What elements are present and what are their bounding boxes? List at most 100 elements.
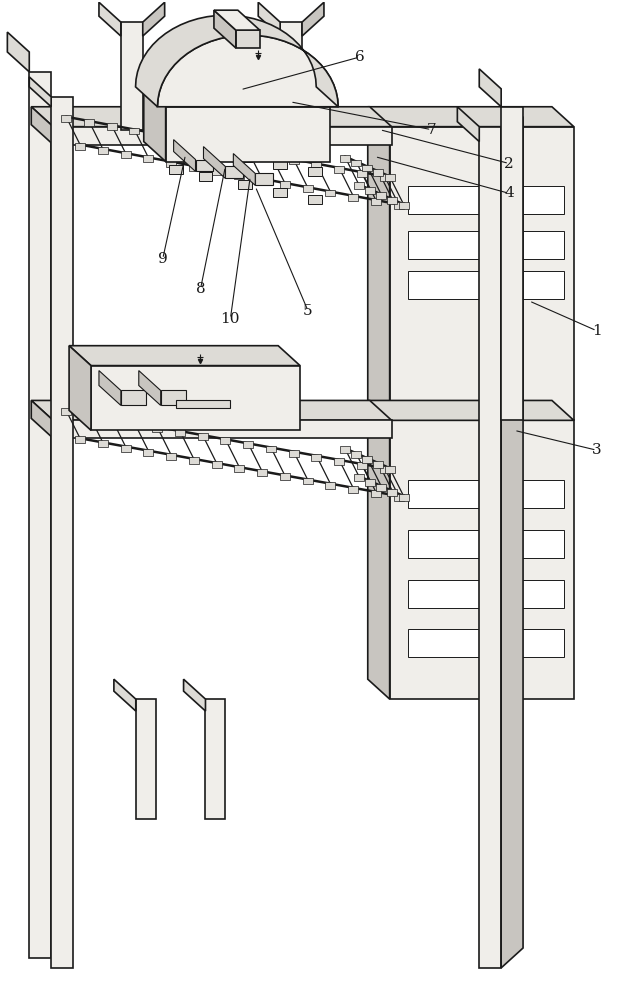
Polygon shape <box>220 437 230 444</box>
Polygon shape <box>368 400 389 699</box>
Polygon shape <box>501 117 523 968</box>
Polygon shape <box>407 629 564 657</box>
Polygon shape <box>168 138 183 147</box>
Polygon shape <box>407 231 564 259</box>
Polygon shape <box>255 173 273 185</box>
Polygon shape <box>365 479 375 486</box>
Polygon shape <box>363 456 373 463</box>
Polygon shape <box>157 35 338 107</box>
Text: 10: 10 <box>221 312 240 326</box>
Polygon shape <box>235 465 245 472</box>
Text: 2: 2 <box>504 157 514 171</box>
Polygon shape <box>152 132 162 139</box>
Polygon shape <box>351 451 361 458</box>
Polygon shape <box>238 180 252 189</box>
Polygon shape <box>53 420 392 438</box>
Polygon shape <box>407 186 564 214</box>
Polygon shape <box>214 10 260 30</box>
Polygon shape <box>374 169 383 176</box>
Polygon shape <box>120 445 130 452</box>
Text: 7: 7 <box>427 123 436 137</box>
Polygon shape <box>340 155 350 162</box>
Polygon shape <box>257 177 267 184</box>
Polygon shape <box>75 436 85 443</box>
Polygon shape <box>379 466 389 473</box>
Polygon shape <box>69 346 91 430</box>
Polygon shape <box>243 149 253 156</box>
Polygon shape <box>257 469 267 476</box>
Polygon shape <box>98 147 108 154</box>
Polygon shape <box>175 400 230 408</box>
Polygon shape <box>289 157 299 164</box>
Polygon shape <box>266 153 276 160</box>
Polygon shape <box>357 170 367 177</box>
Polygon shape <box>144 155 154 162</box>
Polygon shape <box>354 182 364 189</box>
Polygon shape <box>114 679 136 711</box>
Polygon shape <box>31 107 53 145</box>
Polygon shape <box>136 699 156 819</box>
Polygon shape <box>107 417 117 424</box>
Polygon shape <box>266 446 276 452</box>
Polygon shape <box>84 413 94 420</box>
Text: 9: 9 <box>158 252 167 266</box>
Text: 8: 8 <box>196 282 205 296</box>
Polygon shape <box>212 168 222 175</box>
Polygon shape <box>166 453 176 460</box>
Text: 5: 5 <box>303 304 313 318</box>
Polygon shape <box>84 119 94 126</box>
Polygon shape <box>308 167 322 176</box>
Polygon shape <box>233 154 255 185</box>
Polygon shape <box>220 145 230 152</box>
Polygon shape <box>98 440 108 447</box>
Polygon shape <box>394 202 404 209</box>
Polygon shape <box>407 480 564 508</box>
Polygon shape <box>238 153 252 162</box>
Polygon shape <box>195 160 213 171</box>
Polygon shape <box>302 2 324 36</box>
Polygon shape <box>144 87 165 162</box>
Polygon shape <box>368 400 574 420</box>
Polygon shape <box>165 107 330 162</box>
Polygon shape <box>166 160 176 167</box>
Polygon shape <box>120 151 130 158</box>
Polygon shape <box>7 32 29 72</box>
Polygon shape <box>160 390 185 405</box>
Polygon shape <box>225 166 243 178</box>
Polygon shape <box>139 371 160 405</box>
Polygon shape <box>235 172 245 179</box>
Polygon shape <box>183 679 205 711</box>
Polygon shape <box>348 194 358 201</box>
Polygon shape <box>311 454 321 461</box>
Polygon shape <box>407 530 564 558</box>
Polygon shape <box>289 450 299 457</box>
Polygon shape <box>175 429 185 436</box>
Text: 1: 1 <box>592 324 602 338</box>
Polygon shape <box>457 107 479 142</box>
Polygon shape <box>340 446 350 453</box>
Polygon shape <box>198 145 212 154</box>
Polygon shape <box>91 366 300 430</box>
Polygon shape <box>51 97 73 968</box>
Polygon shape <box>121 390 146 405</box>
Polygon shape <box>198 433 208 440</box>
Polygon shape <box>376 484 386 491</box>
Polygon shape <box>203 147 225 178</box>
Polygon shape <box>29 77 51 107</box>
Polygon shape <box>334 458 344 465</box>
Polygon shape <box>311 162 321 169</box>
Polygon shape <box>348 486 358 493</box>
Polygon shape <box>389 127 574 420</box>
Polygon shape <box>389 420 574 699</box>
Polygon shape <box>354 474 364 481</box>
Polygon shape <box>368 107 574 127</box>
Polygon shape <box>280 181 290 188</box>
Polygon shape <box>351 160 361 166</box>
Polygon shape <box>189 164 199 171</box>
Polygon shape <box>99 2 121 36</box>
Polygon shape <box>363 165 373 171</box>
Polygon shape <box>236 30 260 48</box>
Polygon shape <box>205 699 225 819</box>
Polygon shape <box>198 140 208 147</box>
Polygon shape <box>273 161 287 169</box>
